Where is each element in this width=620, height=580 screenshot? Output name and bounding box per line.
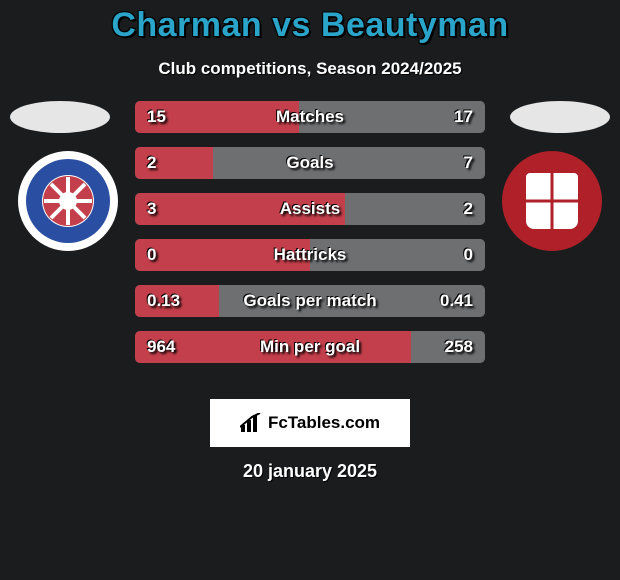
- club-crest-left: [18, 151, 118, 251]
- stats-area: 1517Matches 27Goals 32Assists 00Hattricks 0.…: [0, 101, 620, 381]
- stat-label: Matches: [135, 101, 485, 133]
- stat-row: 27Goals: [135, 147, 485, 179]
- club-crest-right: [502, 151, 602, 251]
- stat-row: 00Hattricks: [135, 239, 485, 271]
- wheel-icon: [42, 175, 94, 227]
- stat-row: 32Assists: [135, 193, 485, 225]
- stats-bars: 1517Matches 27Goals 32Assists 00Hattricks 0.…: [135, 101, 485, 363]
- subtitle: Club competitions, Season 2024/2025: [0, 59, 620, 79]
- stat-label: Goals: [135, 147, 485, 179]
- avatar: [510, 101, 610, 133]
- page-title: Charman vs Beautyman: [0, 6, 620, 45]
- crest-left-center: [42, 175, 94, 227]
- date-text: 20 january 2025: [0, 461, 620, 482]
- avatar: [10, 101, 110, 133]
- stat-row: 964258Min per goal: [135, 331, 485, 363]
- stat-label: Goals per match: [135, 285, 485, 317]
- stat-row: 0.130.41Goals per match: [135, 285, 485, 317]
- stat-label: Min per goal: [135, 331, 485, 363]
- branding-text: FcTables.com: [268, 413, 380, 433]
- branding-badge: FcTables.com: [210, 399, 410, 447]
- bars-icon: [240, 413, 262, 433]
- stat-label: Hattricks: [135, 239, 485, 271]
- shield-icon: [502, 151, 602, 251]
- stat-label: Assists: [135, 193, 485, 225]
- stat-row: 1517Matches: [135, 101, 485, 133]
